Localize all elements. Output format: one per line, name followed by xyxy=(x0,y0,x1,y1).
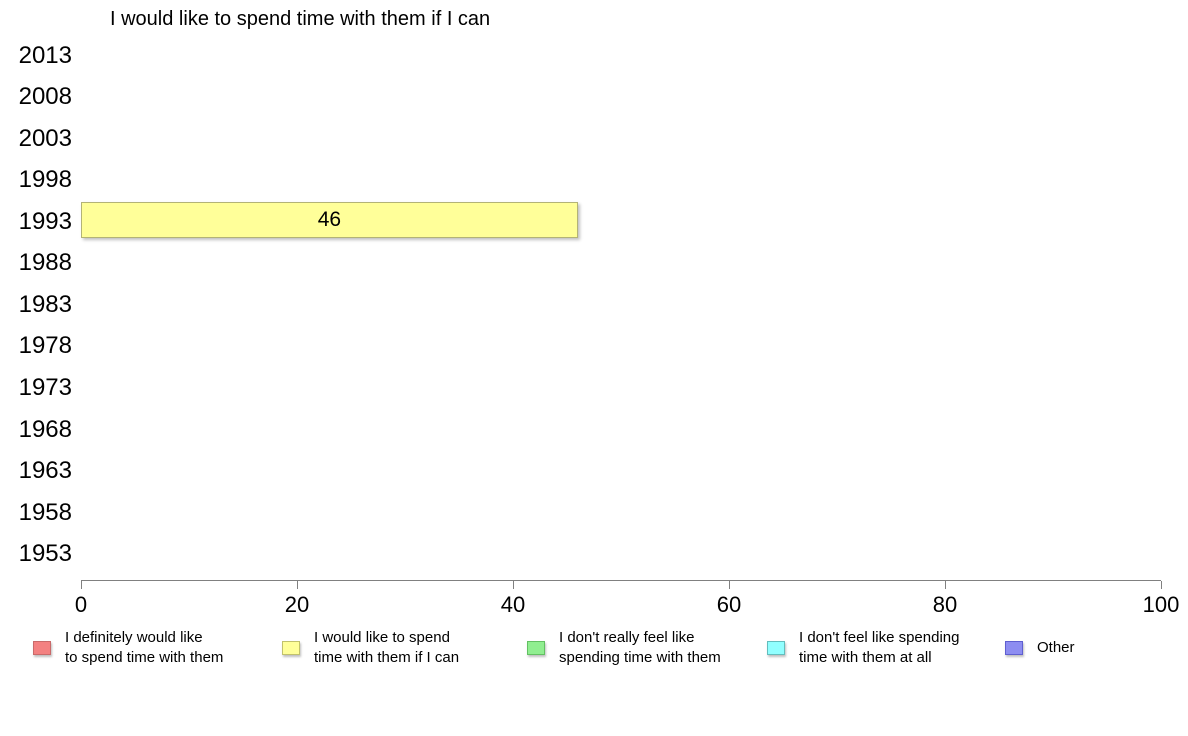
x-axis-tick xyxy=(1161,581,1162,589)
bar-value-label: 46 xyxy=(317,208,342,231)
x-axis-tick-label: 40 xyxy=(500,592,526,617)
legend-swatch-other xyxy=(1005,641,1023,655)
y-axis-label: 1978 xyxy=(18,332,72,360)
y-axis-label: 1993 xyxy=(18,207,72,235)
x-axis-tick xyxy=(945,581,946,589)
x-axis-tick xyxy=(81,581,82,589)
y-axis-label: 1983 xyxy=(18,290,72,318)
y-axis-label: 1958 xyxy=(18,498,72,526)
legend-label: I don't feel like spending time with the… xyxy=(799,629,960,666)
x-axis-tick xyxy=(729,581,730,589)
y-axis-label: 1968 xyxy=(18,415,72,443)
y-axis-label: 2003 xyxy=(18,124,72,152)
x-axis-tick-label: 60 xyxy=(716,592,742,617)
y-axis-label: 2013 xyxy=(18,41,72,69)
legend-item: Other xyxy=(1005,626,1075,670)
legend-item: I don't feel like spending time with the… xyxy=(767,626,959,670)
legend-swatch-if-i-can xyxy=(282,641,300,655)
legend-item: I definitely would like to spend time wi… xyxy=(33,626,223,670)
y-axis-label: 1973 xyxy=(18,374,72,402)
x-axis-tick-label: 0 xyxy=(74,592,88,617)
legend-swatch-definitely xyxy=(33,641,51,655)
x-axis-tick xyxy=(513,581,514,589)
y-axis-label: 1963 xyxy=(18,457,72,485)
x-axis: 0 20 40 60 80 100 xyxy=(75,580,1179,621)
y-axis-label: 1953 xyxy=(18,540,72,568)
legend-item: I don't really feel like spending time w… xyxy=(527,626,721,670)
legend-label: Other xyxy=(1037,639,1075,656)
chart-title: I would like to spend time with them if … xyxy=(110,8,491,30)
y-axis-label: 2008 xyxy=(18,83,72,111)
y-axis-label: 1988 xyxy=(18,249,72,277)
x-axis-tick-label: 80 xyxy=(932,592,958,617)
y-axis-labels: 2013 2008 2003 1998 1993 1988 1983 1978 … xyxy=(0,35,72,575)
legend-item: I would like to spend time with them if … xyxy=(282,626,459,670)
legend-swatch-dont-really xyxy=(527,641,545,655)
legend-label: I definitely would like to spend time wi… xyxy=(65,629,224,666)
legend-label: I would like to spend time with them if … xyxy=(314,629,460,666)
plot-area: 46 xyxy=(81,35,1161,575)
y-axis-label: 1998 xyxy=(18,166,72,194)
legend-label: I don't really feel like spending time w… xyxy=(559,629,721,666)
x-axis-tick-label: 100 xyxy=(1142,592,1180,617)
x-axis-tick-label: 20 xyxy=(284,592,310,617)
bar-1993: 46 xyxy=(81,202,578,238)
x-axis-tick xyxy=(297,581,298,589)
legend-swatch-not-at-all xyxy=(767,641,785,655)
